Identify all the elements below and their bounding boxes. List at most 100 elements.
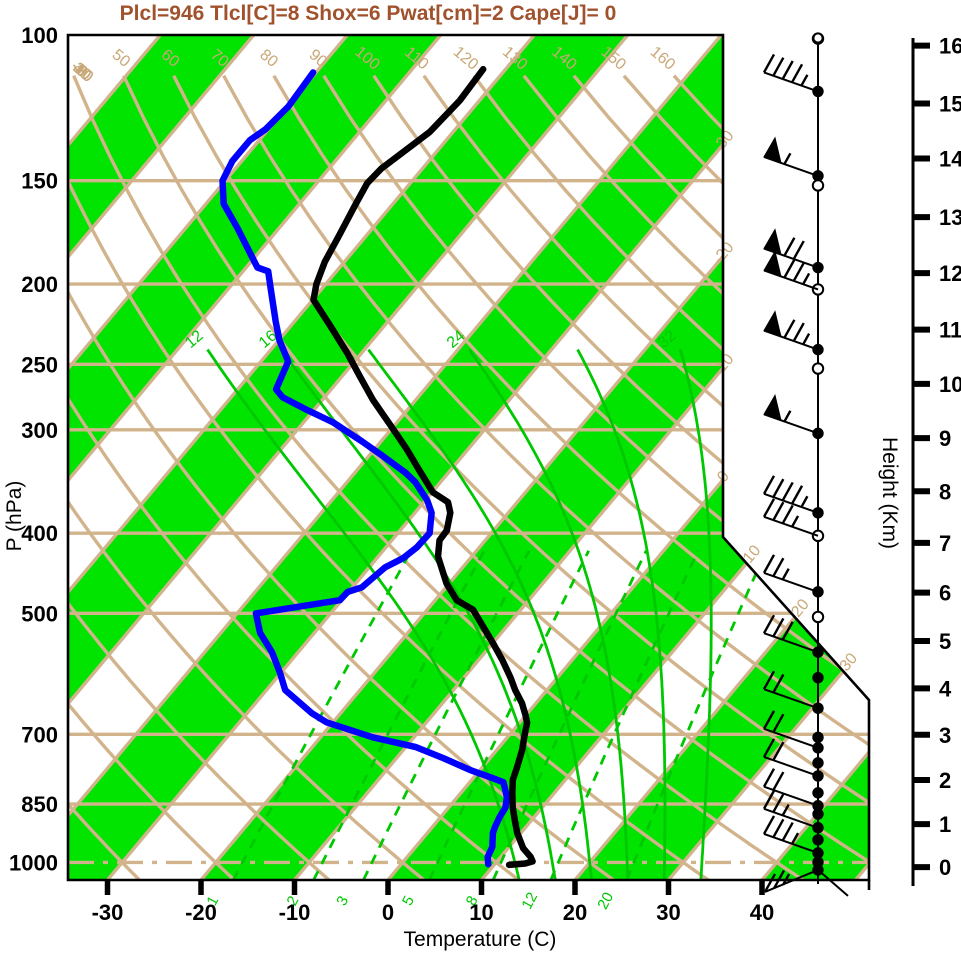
isotherm-line <box>68 35 443 880</box>
barb-feather <box>791 63 804 83</box>
barb-feather <box>800 495 809 508</box>
barb-shaft <box>763 833 819 854</box>
mixing-ratio-line <box>428 550 590 880</box>
barb-feather <box>762 710 776 730</box>
dry-adiabat-label: -30 <box>68 58 97 86</box>
barb-feather <box>772 741 785 761</box>
height-tick-label: 8 <box>939 479 951 504</box>
dry-adiabat-line <box>422 74 869 880</box>
mixing-ratio-line <box>625 550 768 880</box>
isotherm-label: 20 <box>788 596 813 621</box>
height-tick-label: 3 <box>939 723 951 748</box>
pressure-axis-title: P (hPa) <box>3 480 26 552</box>
wind-level-dot <box>812 757 824 769</box>
barb-feather <box>772 869 786 889</box>
dry-adiabat-label: 50 <box>109 46 134 71</box>
wind-level-dot <box>812 787 824 799</box>
height-tick-label: 15 <box>939 91 961 116</box>
barb-feather <box>781 873 791 886</box>
barb-feather <box>762 554 776 574</box>
barb-feather <box>791 485 804 505</box>
barb-feather <box>762 738 776 758</box>
shaded-band <box>0 35 67 880</box>
x-tick-label: 10 <box>469 900 493 925</box>
isotherm-line <box>68 35 630 880</box>
wind-level-circle <box>811 179 825 192</box>
height-axis-title: Height (Km) <box>878 436 901 550</box>
dry-adiabat-label: 160 <box>647 43 678 73</box>
dry-adiabat-line <box>68 75 425 880</box>
pressure-tick-label: 150 <box>21 169 58 194</box>
pressure-tick-label: 300 <box>21 418 58 443</box>
dry-adiabat-line <box>68 75 331 880</box>
barb-shaft <box>763 632 819 654</box>
dewpoint-curve <box>219 69 511 868</box>
mixing-ratio-label: 5 <box>399 893 418 908</box>
height-tick-label: 5 <box>939 629 951 654</box>
height-tick-label: 9 <box>939 426 951 451</box>
shaded-band <box>68 35 628 880</box>
surface-barb-shaft <box>817 869 849 897</box>
barb-feather <box>781 621 794 641</box>
barb-feather <box>781 504 794 525</box>
barb-feather <box>762 53 776 74</box>
barb-feather <box>791 832 800 845</box>
moist-adiabat-line <box>206 348 521 880</box>
x-tick-label: 30 <box>656 900 680 925</box>
height-tick-label: 1 <box>939 812 951 837</box>
barb-feather <box>763 873 777 893</box>
barb-feather <box>762 790 776 810</box>
barb-feather <box>762 670 776 690</box>
dry-adiabat-line <box>68 75 710 880</box>
barb-shaft <box>763 807 819 829</box>
x-tick-label: 0 <box>382 900 394 925</box>
barb-feather <box>783 152 792 165</box>
barb-feather <box>772 501 785 521</box>
x-tick-label: 40 <box>750 900 774 925</box>
pressure-tick-label: 700 <box>21 722 58 747</box>
mixing-ratio-label: 20 <box>594 890 617 913</box>
barb-feather <box>802 272 811 285</box>
barb-feather <box>783 319 796 339</box>
barb-feather <box>762 815 776 835</box>
wind-level-circle <box>811 362 825 375</box>
wind-level-dot <box>812 808 824 820</box>
barb-feather <box>781 803 790 816</box>
isotherm-line <box>68 35 69 880</box>
barb-feather <box>772 793 785 813</box>
dry-adiabat-line <box>68 75 615 880</box>
plot-outline <box>66 33 871 882</box>
pressure-tick-label: 500 <box>21 601 58 626</box>
shaded-band <box>575 35 869 880</box>
barb-feather <box>783 259 796 279</box>
chart-title: Plcl=946 Tlcl[C]=8 Shox=6 Pwat[cm]=2 Cap… <box>119 2 617 25</box>
barb-shaft <box>763 571 819 593</box>
isotherm-line <box>760 35 869 880</box>
x-tick-label: -30 <box>92 900 124 925</box>
staff-top-circle <box>812 32 824 44</box>
height-tick-label: 14 <box>939 146 961 171</box>
x-tick-label: 20 <box>563 900 587 925</box>
barb-shaft <box>763 492 819 514</box>
barb-feather <box>772 713 785 733</box>
isotherm-line <box>68 35 536 880</box>
barb-feather <box>783 410 792 423</box>
barb-feather <box>792 322 805 342</box>
barb-feather <box>802 333 811 345</box>
barb-feather <box>762 614 776 634</box>
barb-shaft <box>763 755 819 777</box>
dry-adiabat-line <box>72 75 805 880</box>
barb-feather <box>792 240 805 260</box>
barb-feather <box>772 478 785 498</box>
height-tick-label: 2 <box>939 768 951 793</box>
barb-feather <box>772 57 785 77</box>
isotherm-line <box>68 35 723 880</box>
barb-feather <box>791 515 800 528</box>
x-tick-label: -10 <box>279 900 311 925</box>
barb-pennant <box>763 228 782 256</box>
pressure-tick-label: 850 <box>21 792 58 817</box>
barb-feather <box>762 475 776 495</box>
